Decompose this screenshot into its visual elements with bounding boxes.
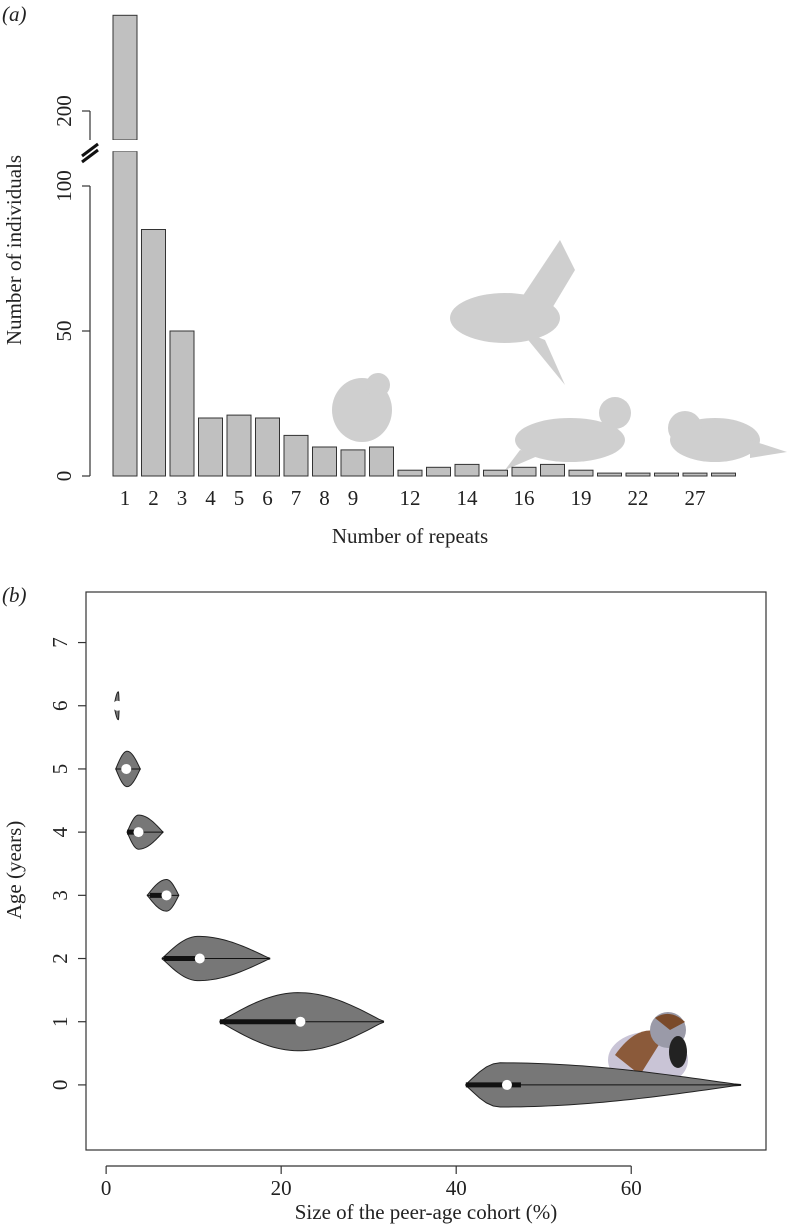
bar: [511, 466, 537, 477]
bar: [711, 472, 736, 477]
bar: [426, 466, 451, 477]
y-tick-label: 5: [48, 764, 72, 775]
x-tick-label: 20: [271, 1176, 292, 1200]
bar: [397, 469, 423, 477]
x-tick-label: 1: [120, 486, 131, 510]
x-tick-label: 0: [101, 1176, 112, 1200]
x-tick-label: 14: [457, 486, 479, 510]
bar: [625, 472, 651, 477]
bar: [369, 446, 394, 477]
y-tick-label: 7: [48, 637, 72, 648]
bar-upper: [112, 14, 138, 141]
x-tick-label: 9: [348, 486, 359, 510]
bird-silhouettes: [332, 240, 787, 470]
bar-gap: [111, 140, 139, 152]
x-tick-label: 27: [685, 486, 706, 510]
bar: [255, 417, 280, 477]
y-tick-label: 0: [52, 471, 76, 482]
x-tick-label: 40: [446, 1176, 467, 1200]
y-tick-label: 200: [52, 95, 76, 127]
bar: [226, 414, 252, 477]
x-tick-label: 16: [514, 486, 535, 510]
y-tick-label: 1: [48, 1016, 72, 1026]
y-tick-label: 3: [48, 890, 72, 901]
x-tick-label: 60: [621, 1176, 642, 1200]
y-tick-label: 6: [48, 700, 72, 711]
axis-break: [80, 141, 110, 165]
y-tick-label: 4: [48, 826, 72, 837]
x-tick-label: 2: [148, 486, 159, 510]
median: [295, 1016, 306, 1027]
bar: [141, 229, 166, 477]
bar: [283, 434, 309, 477]
y-tick-label: 100: [52, 170, 76, 202]
bar: [454, 463, 480, 477]
y-tick-label: 2: [48, 953, 72, 964]
x-tick-label: 3: [177, 486, 188, 510]
bar: [112, 150, 138, 477]
x-axis-label: Number of repeats: [332, 524, 488, 548]
x-tick-label: 19: [571, 486, 592, 510]
median: [112, 700, 123, 711]
median: [194, 953, 205, 964]
x-tick-label: 5: [234, 486, 245, 510]
panel-label: (a): [2, 2, 27, 26]
panel-label: (b): [2, 583, 27, 607]
bar: [682, 472, 708, 477]
x-tick-label: 8: [319, 486, 330, 510]
median: [121, 763, 132, 774]
bar: [169, 330, 195, 477]
bar: [198, 417, 223, 477]
bar: [483, 469, 508, 477]
bar: [340, 449, 366, 477]
y-axis-label: Number of individuals: [2, 155, 26, 345]
median: [501, 1079, 512, 1090]
bar: [312, 446, 337, 477]
median: [133, 827, 144, 838]
x-tick-label: 7: [291, 486, 302, 510]
y-axis-label: Age (years): [2, 821, 26, 920]
x-tick-label: 4: [205, 486, 216, 510]
bar: [654, 472, 679, 477]
bar: [568, 469, 594, 477]
plot-frame: [85, 591, 767, 1151]
y-tick-label: 50: [52, 321, 76, 342]
bar: [597, 472, 622, 477]
x-tick-label: 22: [628, 486, 649, 510]
median: [161, 890, 172, 901]
bar: [540, 463, 565, 477]
x-tick-label: 12: [400, 486, 421, 510]
y-tick-label: 0: [48, 1080, 72, 1091]
x-tick-label: 6: [262, 486, 273, 510]
x-axis-label: Size of the peer-age cohort (%): [295, 1200, 558, 1224]
